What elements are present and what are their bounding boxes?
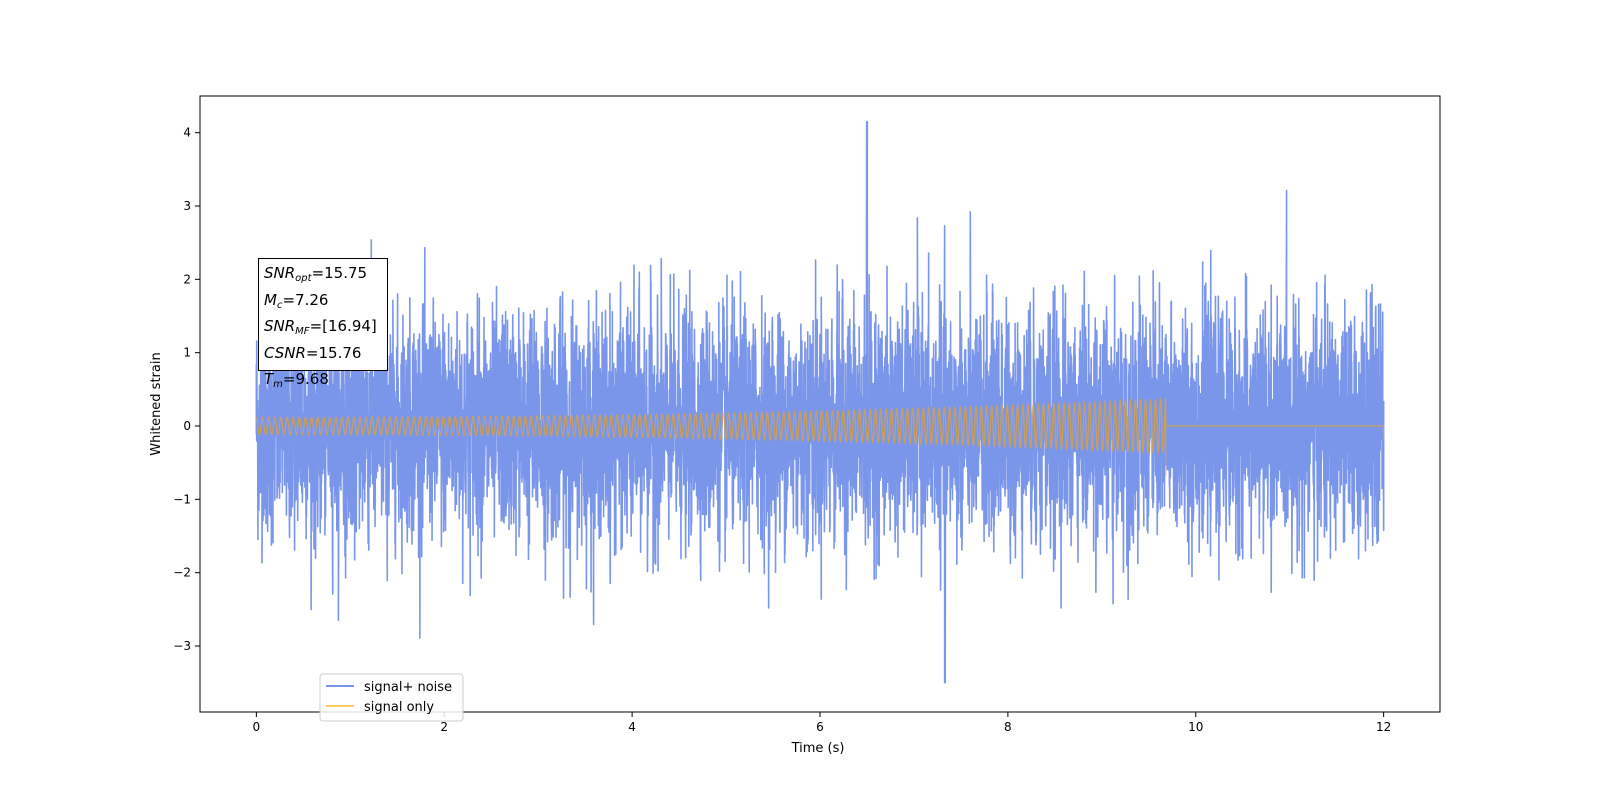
info-line-mc: Mc=7.26 [264,290,329,311]
x-tick-label: 12 [1376,720,1391,734]
x-tick-label: 2 [440,720,448,734]
y-tick-label: 2 [183,272,191,286]
info-line-csnr: CSNR=15.76 [264,343,362,362]
x-tick-label: 8 [1004,720,1012,734]
x-tick-label: 0 [253,720,261,734]
y-tick-label: −2 [173,566,191,580]
snr-info-box: SNRopt=15.75 Mc=7.26 SNRMF=[16.94] CSNR=… [258,258,388,390]
y-tick-label: −1 [173,492,191,506]
y-tick-label: −3 [173,639,191,653]
series-signal-plus-noise [255,120,1385,684]
series-signal-only [255,396,1385,476]
y-axis-label: Whitened strain [149,352,164,455]
y-axis: −3 −2 −1 0 1 2 3 4 [173,126,200,653]
y-tick-label: 3 [183,199,191,213]
y-tick-label: 1 [183,346,191,360]
y-tick-label: 4 [183,126,191,140]
x-axis-label: Time (s) [791,741,845,756]
x-tick-label: 4 [628,720,636,734]
info-line-tm: Tm=9.68 [264,370,329,390]
legend-box [319,673,464,722]
y-tick-label: 0 [183,419,191,433]
x-tick-label: 6 [816,720,824,734]
legend: signal+ noise signal only [319,673,464,722]
info-line-snr-mf: SNRMF=[16.94] [264,317,377,337]
series-line-signal-plus-noise [255,120,1385,684]
legend-label-signal-plus-noise: signal+ noise [364,680,452,695]
info-line-snr-opt: SNRopt=15.75 [264,264,368,284]
legend-label-signal-only: signal only [364,700,434,715]
x-tick-label: 10 [1188,720,1203,734]
series-line-signal-only [255,396,1385,476]
